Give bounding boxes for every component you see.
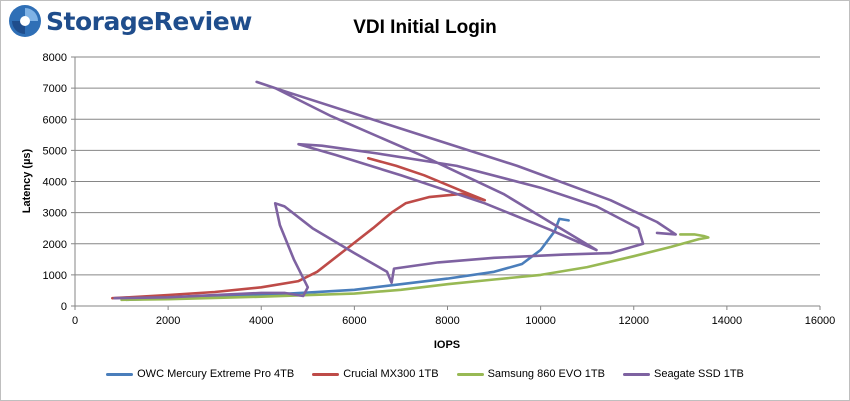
- legend-swatch: [622, 372, 650, 376]
- x-tick-label: 12000: [618, 315, 649, 327]
- gridlines: [75, 56, 820, 276]
- x-axis-label: IOPS: [434, 339, 460, 351]
- y-tick-label: 7000: [43, 83, 67, 95]
- x-tick-label: 4000: [249, 315, 273, 327]
- y-tick-label: 5000: [43, 145, 67, 157]
- legend-item-crucial-mx300-1tb: Crucial MX300 1TB: [312, 368, 439, 380]
- y-tick-labels: 0 1000 2000 3000 4000 5000 6000 7000 8000: [43, 52, 75, 313]
- y-tick-label: 0: [61, 301, 67, 313]
- storagereview-logo: StorageReview: [8, 4, 252, 38]
- x-tick-label: 16000: [805, 315, 836, 327]
- legend-item-seagate-ssd-1tb: Seagate SSD 1TB: [622, 368, 744, 380]
- x-tick-label: 10000: [525, 315, 556, 327]
- legend-label: Seagate SSD 1TB: [653, 368, 744, 380]
- series-line-crucial-mx300-1tb: [111, 156, 487, 300]
- storagereview-logo-icon: [9, 5, 41, 37]
- y-tick-label: 3000: [43, 208, 67, 220]
- y-tick-label: 2000: [43, 239, 67, 251]
- series-lines: [111, 80, 710, 302]
- x-tick-label: 14000: [712, 315, 743, 327]
- y-tick-label: 4000: [43, 177, 67, 189]
- legend-item-samsung-860-evo-1tb: Samsung 860 EVO 1TB: [456, 368, 605, 380]
- series-line-samsung-860-evo-1tb: [120, 233, 710, 302]
- x-tick-label: 2000: [156, 315, 180, 327]
- series-line-owc-mercury-extreme-pro-4tb: [124, 217, 570, 302]
- y-axis-label: Latency (µs): [21, 148, 33, 213]
- legend-item-owc-mercury-extreme-pro-4tb: OWC Mercury Extreme Pro 4TB: [106, 368, 294, 380]
- y-tick-label: 8000: [43, 52, 67, 64]
- y-tick-label: 6000: [43, 114, 67, 126]
- x-tick-labels: 0 2000 4000 6000 8000 10000 12000 14000 16000: [72, 306, 835, 327]
- legend-label: Crucial MX300 1TB: [343, 368, 439, 380]
- legend-swatch: [106, 372, 134, 376]
- legend-swatch: [456, 372, 484, 376]
- storagereview-logo-text: StorageReview: [46, 6, 252, 36]
- y-tick-label: 1000: [43, 270, 67, 282]
- legend-swatch: [312, 372, 340, 376]
- legend-label: OWC Mercury Extreme Pro 4TB: [137, 368, 295, 380]
- chart-legend: OWC Mercury Extreme Pro 4TB Crucial MX300…: [0, 368, 850, 380]
- x-tick-label: 0: [72, 315, 78, 327]
- chart-title: VDI Initial Login: [353, 17, 497, 38]
- x-tick-label: 8000: [435, 315, 459, 327]
- legend-label: Samsung 860 EVO 1TB: [487, 368, 605, 380]
- x-tick-label: 6000: [342, 315, 366, 327]
- series-line-seagate-ssd-1tb: [113, 80, 678, 300]
